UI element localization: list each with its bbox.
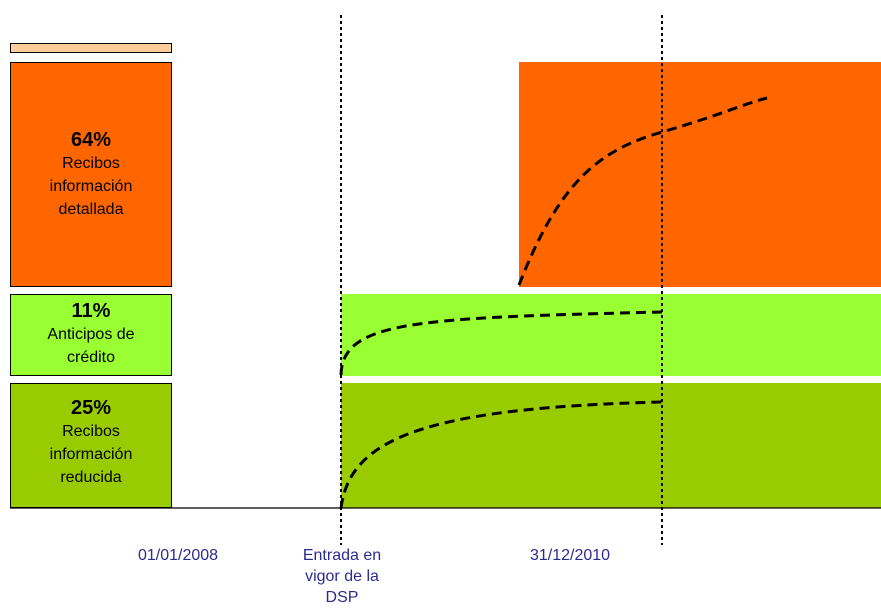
legend-box-detallada: 64% Recibos información detallada (10, 62, 172, 287)
date-end-label: 31/12/2010 (510, 545, 630, 566)
region-detallada (519, 62, 881, 287)
legend-detallada-percent: 64% (70, 129, 112, 151)
legend-reducida-label-3: reducida (60, 469, 122, 486)
legend-anticipos-percent: 11% (71, 300, 111, 322)
curve-reducida (339, 400, 663, 509)
dsp-text-line-1: Entrada en (302, 547, 382, 564)
legend-detallada-label-3: detallada (58, 201, 124, 218)
legend-box-reducida: 25% Recibos información reducida (10, 383, 172, 508)
legend-anticipos-label-1: Anticipos de (47, 326, 135, 343)
dsp-text-line-3: DSP (325, 589, 359, 606)
legend-detallada-label-1: Recibos (62, 155, 120, 172)
date-end-text: 31/12/2010 (529, 547, 611, 564)
dsp-text-line-2: vigor de la (305, 568, 379, 585)
date-start-label: 01/01/2008 (118, 545, 238, 566)
region-anticipos (341, 294, 881, 376)
date-start-text: 01/01/2008 (137, 547, 219, 564)
date-dsp-label: Entrada en vigor de la DSP (286, 545, 398, 608)
legend-reducida-label-1: Recibos (62, 423, 120, 440)
legend-detallada-label-2: información (49, 178, 133, 195)
legend-reducida-percent: 25% (70, 397, 112, 419)
legend-top-strip (10, 43, 172, 53)
legend-anticipos-label-2: crédito (66, 349, 116, 366)
curve-anticipos (339, 310, 663, 376)
legend-box-anticipos: 11% Anticipos de crédito (10, 294, 172, 376)
legend-reducida-label-2: información (49, 446, 133, 463)
curve-detallada (517, 96, 768, 286)
